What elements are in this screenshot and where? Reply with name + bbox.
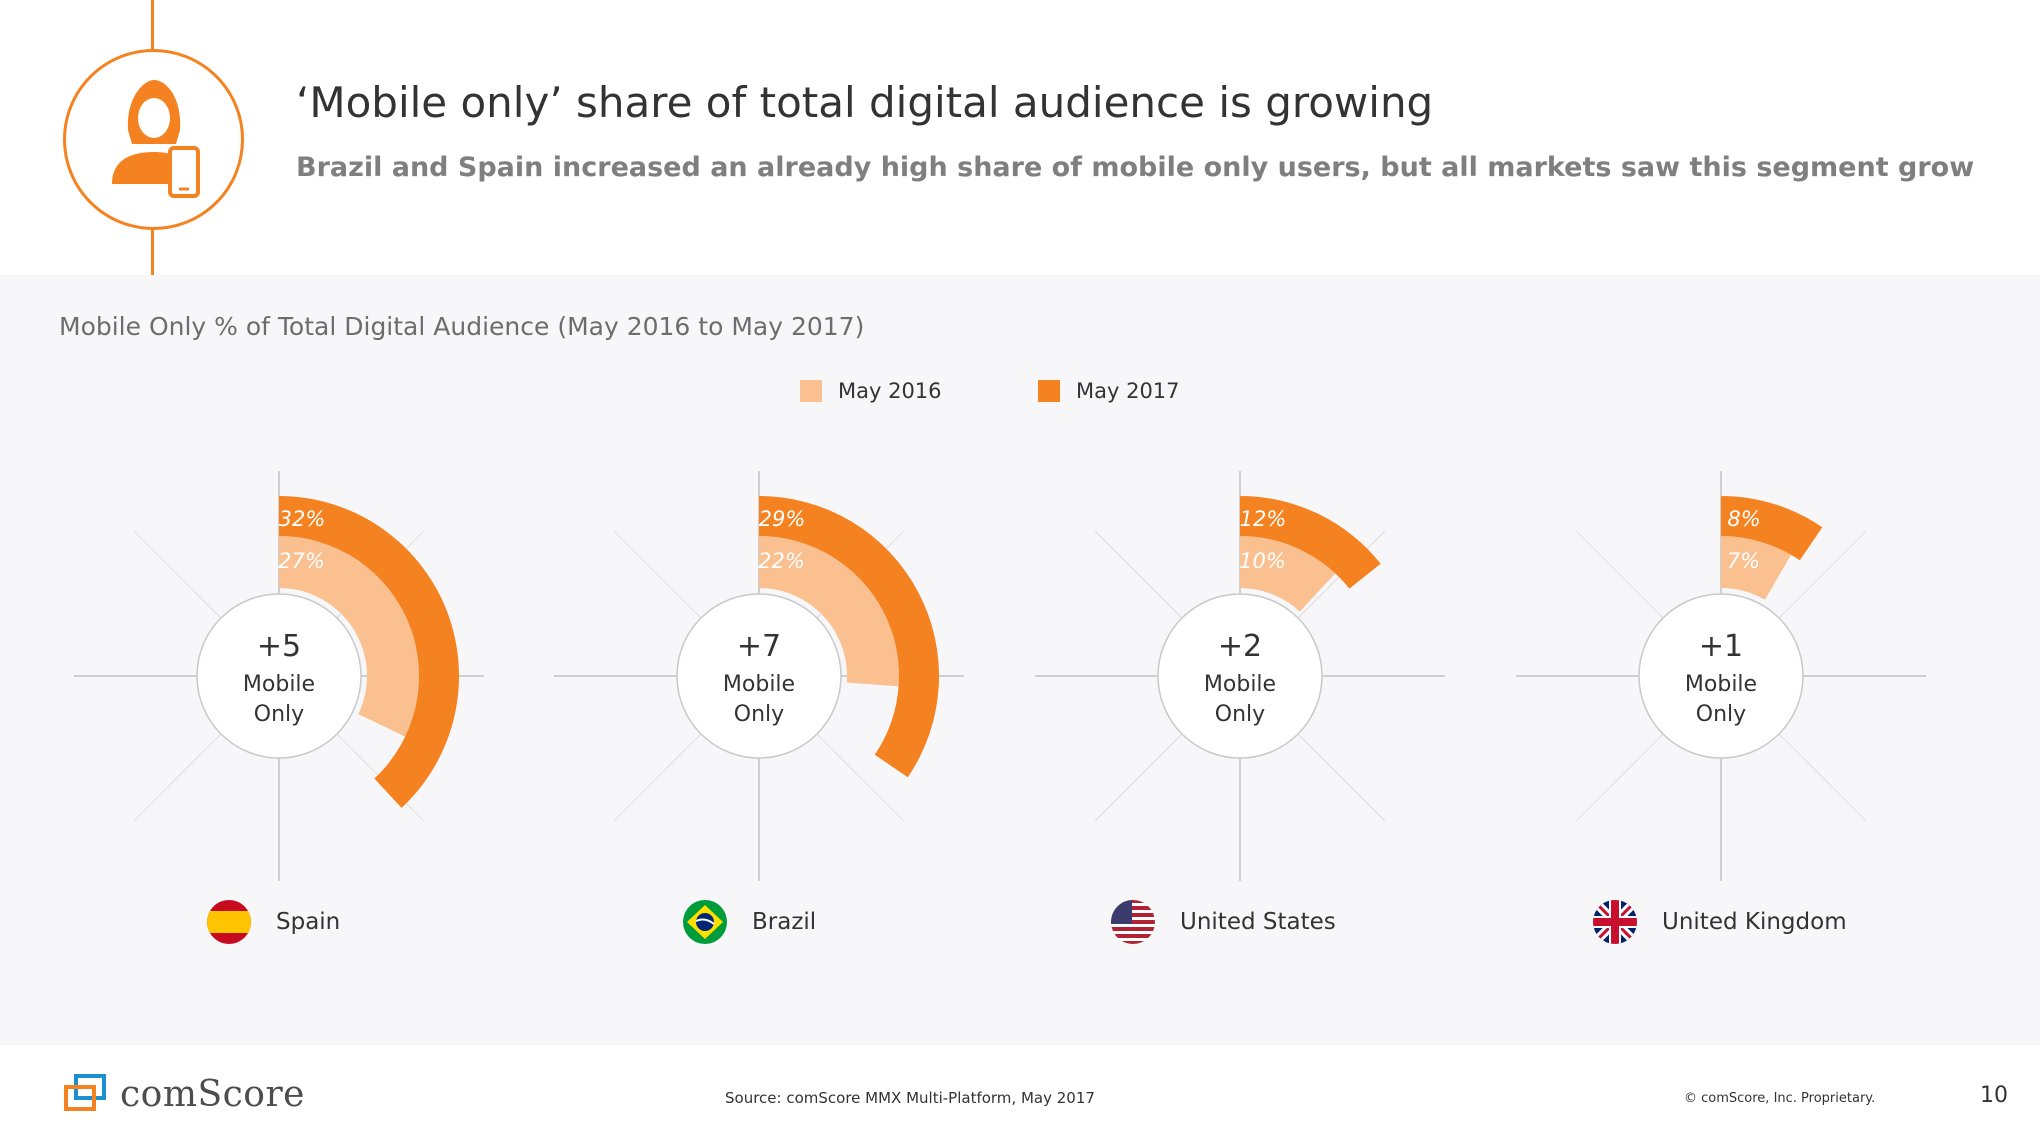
header-accent-line-top [151, 0, 154, 49]
bar-may-2016 [759, 536, 900, 687]
comscore-logo-icon [64, 1074, 106, 1111]
data-label-may-2017: 12% [1240, 507, 1287, 531]
uk-flag-icon [1593, 900, 1637, 944]
legend-item-2016: May 2016 [800, 376, 942, 406]
data-label-may-2017: 32% [279, 507, 326, 531]
data-label-may-2016: 7% [1727, 549, 1760, 573]
brazil-flag-icon [683, 900, 727, 944]
legend-label-2017: May 2017 [1076, 379, 1180, 403]
change-hub [196, 593, 362, 759]
data-label-may-2016: 22% [758, 549, 805, 573]
bar-may-2017 [759, 496, 940, 778]
country-name: United States [1180, 909, 1336, 935]
data-label-may-2016: 27% [278, 549, 325, 573]
change-hub [1157, 593, 1323, 759]
comscore-logo: comScore [62, 1073, 305, 1115]
country-name: Spain [276, 909, 341, 935]
country-name: Brazil [752, 909, 817, 935]
change-caption-line1: Mobile [1685, 672, 1757, 697]
legend-label-2016: May 2016 [838, 379, 942, 403]
source-note: Source: comScore MMX Multi-Platform, May… [725, 1089, 1095, 1107]
bar-may-2017 [1240, 496, 1381, 589]
change-caption-line2: Only [254, 702, 304, 727]
change-hub [1638, 593, 1804, 759]
bar-may-2017 [1721, 496, 1823, 561]
country-label-uk: United Kingdom [1592, 900, 1847, 944]
change-caption-line2: Only [1696, 702, 1746, 727]
legend-swatch-2016 [800, 380, 822, 402]
legend-swatch-2017 [1038, 380, 1060, 402]
copyright-note: © comScore, Inc. Proprietary. [1684, 1091, 1876, 1106]
change-value: +7 [737, 629, 781, 664]
bar-may-2017 [279, 496, 459, 808]
change-caption-line2: Only [1215, 702, 1265, 727]
data-label-may-2016: 10% [1239, 549, 1286, 573]
page-title: ‘Mobile only’ share of total digital aud… [296, 78, 1434, 127]
header-accent-line-bottom [151, 227, 154, 275]
change-caption-line1: Mobile [1204, 672, 1276, 697]
country-label-us: United States [1110, 900, 1336, 944]
legend-item-2017: May 2017 [1038, 376, 1180, 406]
change-value: +2 [1218, 629, 1262, 664]
change-caption-line1: Mobile [243, 672, 315, 697]
country-label-spain: Spain [206, 900, 341, 944]
bar-may-2016 [1721, 536, 1791, 600]
change-value: +5 [257, 629, 301, 664]
change-value: +1 [1699, 629, 1743, 664]
spain-flag-icon [207, 900, 251, 944]
change-caption-line1: Mobile [723, 672, 795, 697]
header [0, 0, 2040, 275]
page-number: 10 [1980, 1083, 2008, 1108]
chart-title: Mobile Only % of Total Digital Audience … [59, 312, 865, 341]
bar-may-2016 [1240, 536, 1336, 612]
bar-may-2016 [279, 536, 419, 737]
comscore-wordmark: comScore [120, 1073, 305, 1115]
change-hub [676, 593, 842, 759]
country-label-brazil: Brazil [682, 900, 817, 944]
page-subtitle: Brazil and Spain increased an already hi… [296, 152, 1975, 183]
data-label-may-2017: 8% [1727, 507, 1760, 531]
country-name: United Kingdom [1662, 909, 1847, 935]
us-flag-icon [1111, 900, 1155, 944]
data-label-may-2017: 29% [759, 507, 806, 531]
mobile-user-icon [63, 49, 244, 230]
change-caption-line2: Only [734, 702, 784, 727]
